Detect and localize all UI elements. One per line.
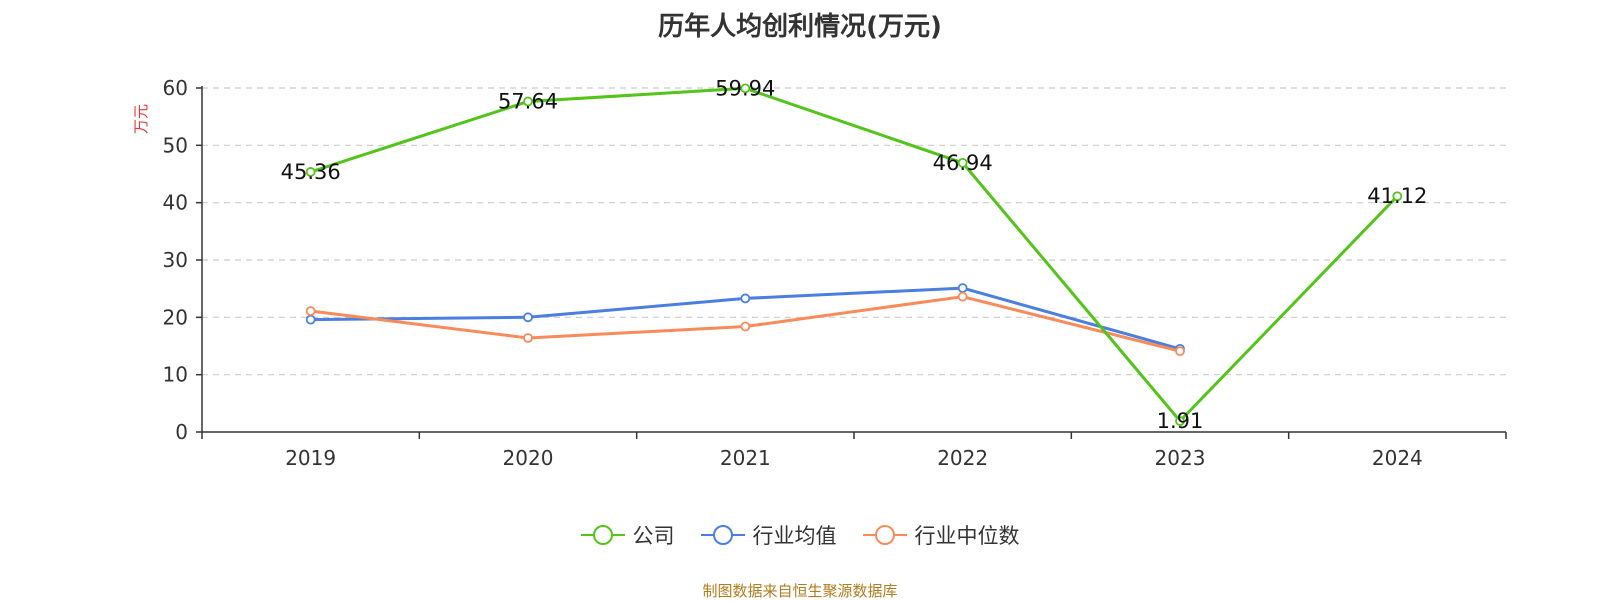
legend-swatch-industry-median [862,525,907,545]
legend-swatch-company [580,525,625,545]
x-tick-label-2024: 2024 [1372,446,1423,470]
data-label-2019: 45.36 [281,160,341,184]
y-axis-label: 万元 [132,104,150,134]
y-tick-label: 10 [163,363,188,387]
data-point-0-2020 [523,96,533,107]
y-tick-label: 50 [163,133,188,157]
series-line-0 [310,86,1399,423]
data-point-2-2021 [740,321,751,332]
x-tick-label-2020: 2020 [503,446,554,470]
x-tick-label-2023: 2023 [1155,446,1206,470]
y-tick-label: 20 [163,305,188,329]
y-tick-label: 30 [163,248,188,272]
data-label-2024: 41.12 [1367,184,1427,208]
data-label-2021: 59.94 [715,76,775,100]
data-point-0-2021 [740,83,751,94]
x-tick-label-2019: 2019 [285,446,336,470]
x-tick-label-2021: 2021 [720,446,771,470]
y-tick-label: 60 [163,76,188,100]
legend-label-company: 公司 [632,524,675,548]
data-point-2-2019 [305,306,316,316]
data-source-note: 制图数据来自恒生聚源数据库 [702,582,898,600]
legend-item-industry-median[interactable]: 行业中位数 [862,520,1020,550]
legend-item-industry-average[interactable]: 行业均值 [700,520,837,550]
data-point-1-2021 [740,293,751,304]
x-tick-label-2022: 2022 [937,446,988,470]
chart-title: 历年人均创利情况(万元) [658,12,942,42]
data-point-2-2022 [957,291,968,302]
data-point-2-2023 [1175,346,1185,357]
legend-swatch-industry-average [700,525,745,545]
data-point-1-2020 [523,312,533,323]
data-label-2020: 57.64 [498,90,558,114]
data-point-0-2022 [957,157,968,168]
data-point-1-2019 [305,314,316,325]
data-point-0-2023 [1175,416,1185,426]
legend-label-industry-median: 行业中位数 [914,524,1020,548]
legend-label-industry-average: 行业均值 [752,524,837,548]
legend-item-company[interactable]: 公司 [580,520,675,550]
legend: 公司 行业均值 行业中位数 [0,520,1600,550]
data-label-2023: 1.91 [1157,409,1204,433]
data-point-1-2022 [957,283,968,293]
y-tick-label: 0 [175,420,188,444]
data-point-2-2020 [523,333,533,343]
data-label-2022: 46.94 [933,151,993,175]
data-point-0-2024 [1392,191,1403,202]
y-tick-label: 40 [163,191,188,215]
data-point-0-2019 [305,167,316,177]
